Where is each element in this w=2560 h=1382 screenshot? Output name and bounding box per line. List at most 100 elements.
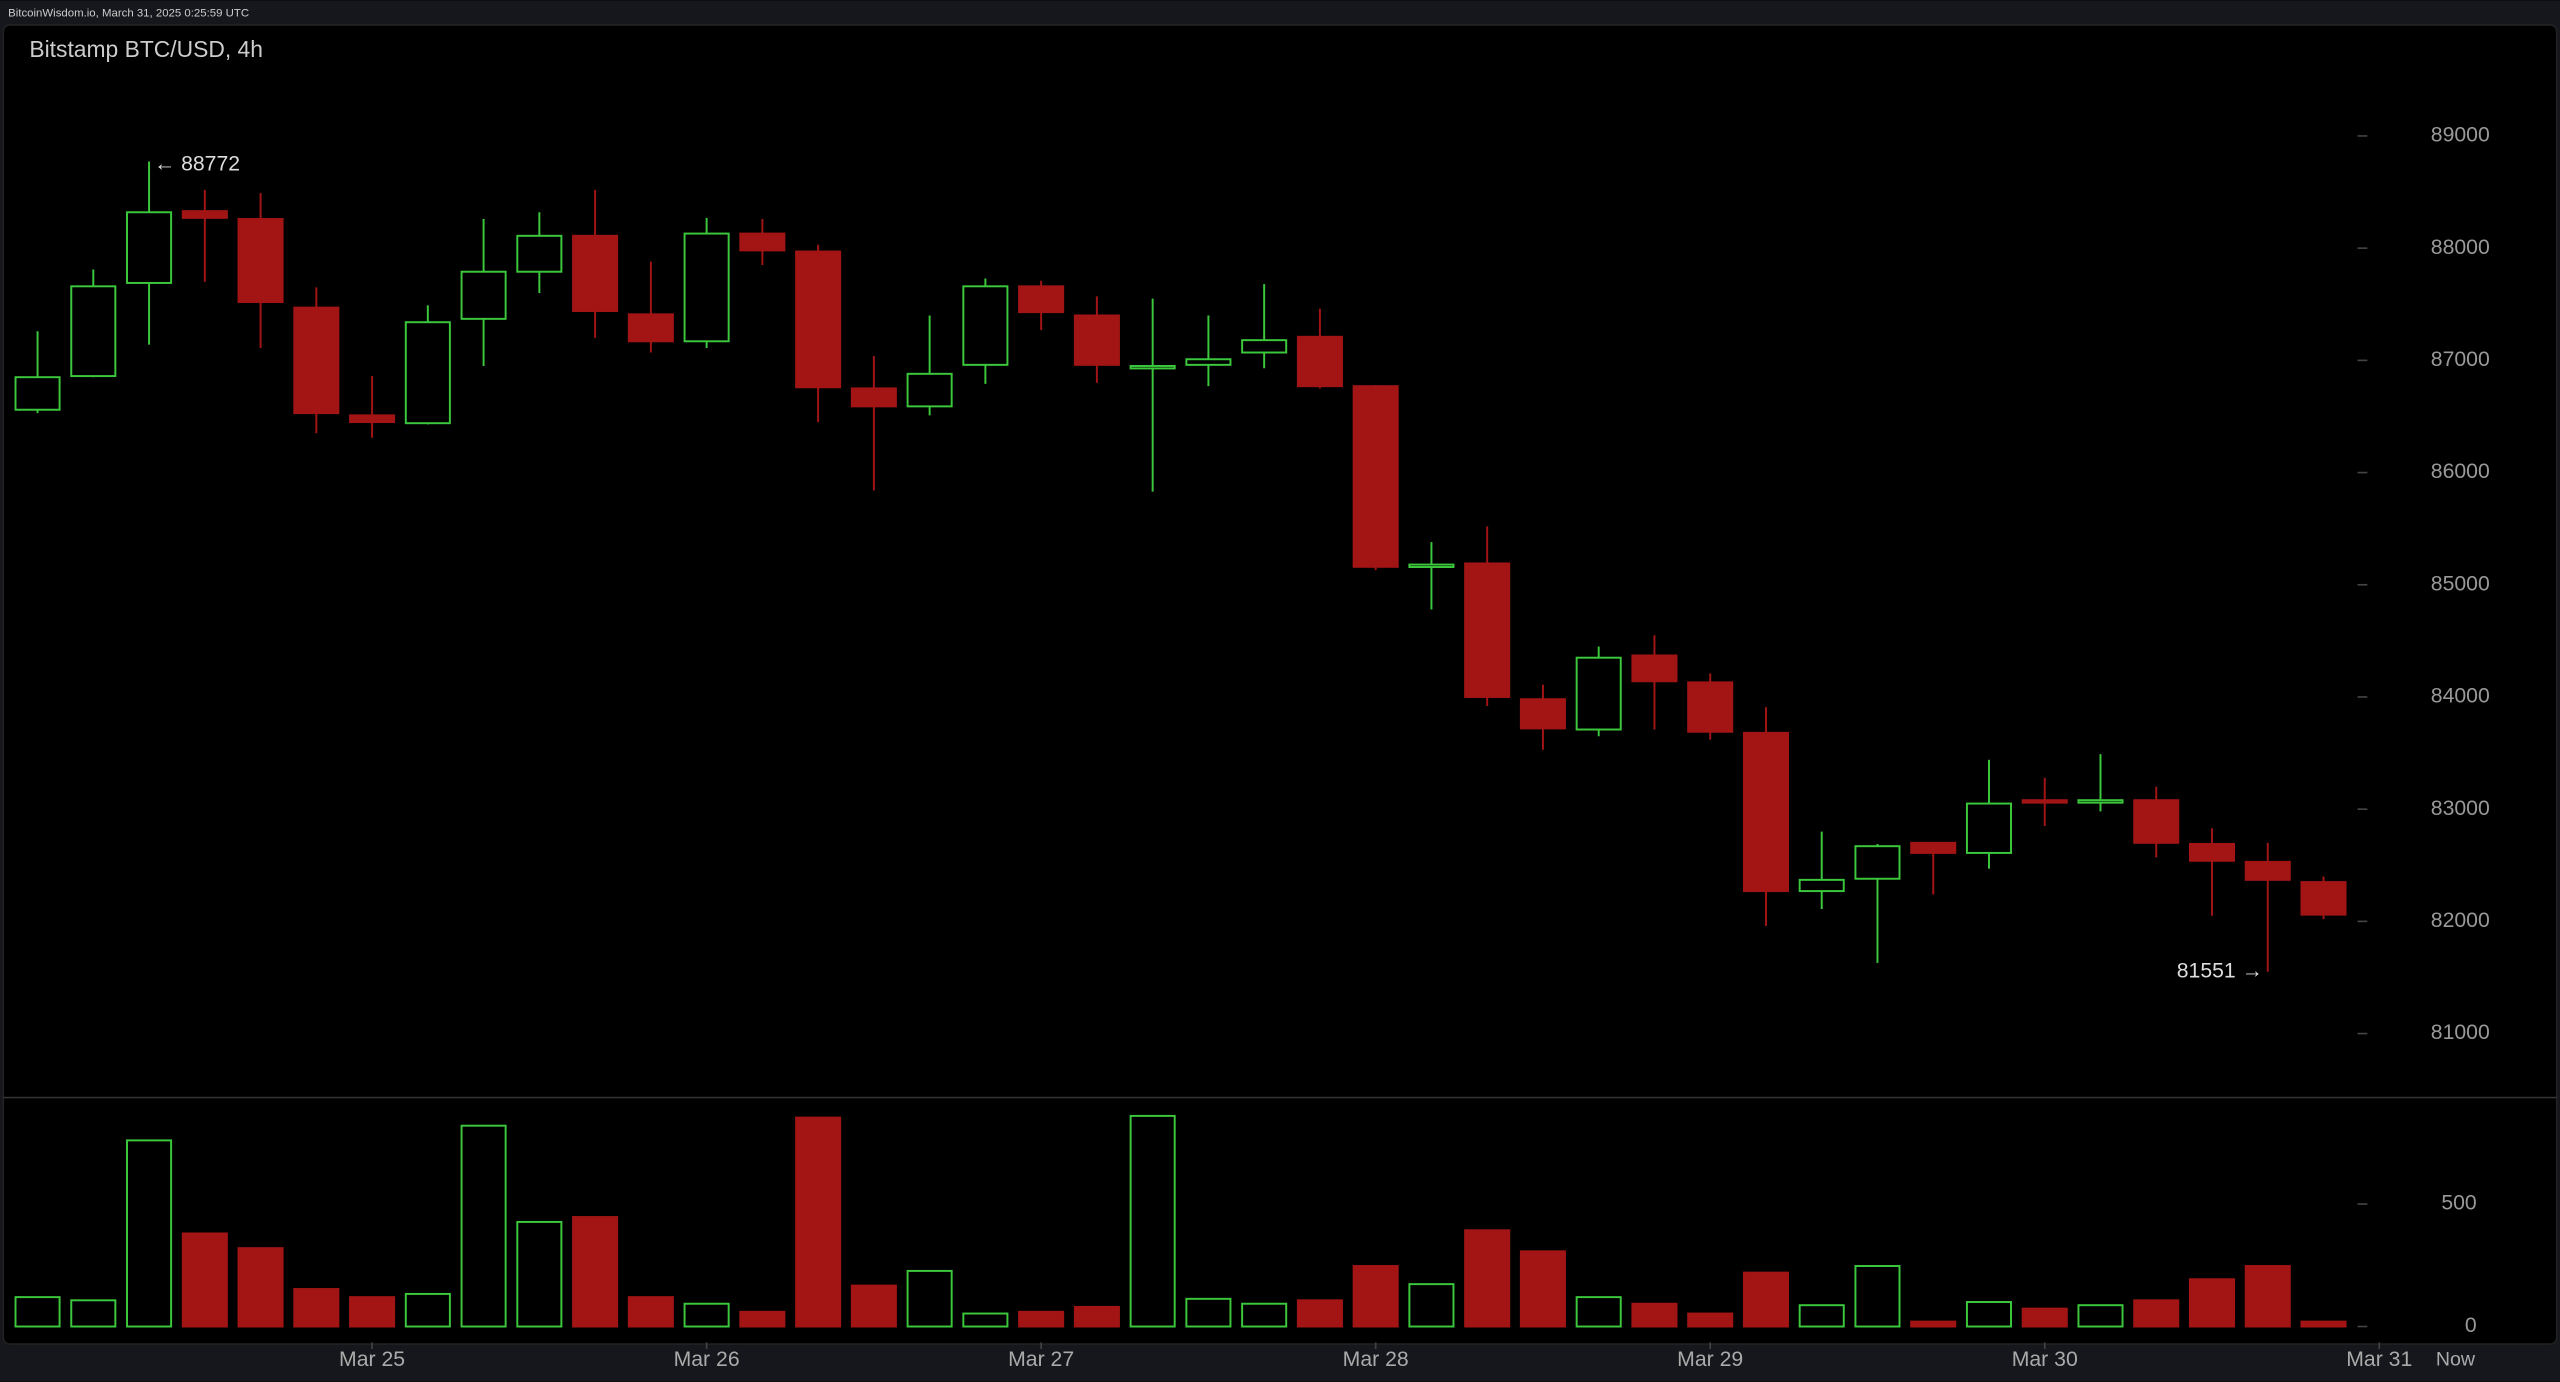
volume-bar bbox=[1129, 1114, 1176, 1328]
candle-body bbox=[1965, 802, 2012, 854]
volume-bar bbox=[1241, 1302, 1288, 1328]
candle-body bbox=[2188, 842, 2236, 862]
x-tick-label: Mar 27 bbox=[1008, 1348, 1074, 1371]
x-tick-label: Mar 26 bbox=[674, 1348, 740, 1371]
volume-bar bbox=[2077, 1304, 2124, 1328]
volume-bar bbox=[962, 1312, 1009, 1328]
candle-body bbox=[795, 250, 842, 389]
volume-bar bbox=[795, 1116, 842, 1328]
candle-body bbox=[1798, 878, 1845, 893]
candle-body bbox=[1575, 656, 1622, 731]
candle-body bbox=[1519, 698, 1566, 730]
volume-bar bbox=[1854, 1265, 1901, 1328]
candle-body bbox=[237, 218, 284, 303]
chart-panel bbox=[2, 24, 2558, 1345]
volume-bar bbox=[14, 1296, 61, 1328]
candle-body bbox=[2021, 799, 2068, 804]
volume-bar bbox=[1352, 1265, 1399, 1328]
volume-bar bbox=[1018, 1310, 1065, 1328]
y-tick-label: 87000 bbox=[2431, 348, 2490, 371]
candle-body bbox=[2133, 799, 2180, 844]
candle-body bbox=[516, 234, 563, 273]
x-tick-label: Mar 30 bbox=[2012, 1348, 2078, 1371]
candle-body bbox=[1464, 562, 1511, 698]
candle-body bbox=[70, 285, 117, 378]
volume-bar bbox=[2188, 1278, 2236, 1328]
chart-title: Bitstamp BTC/USD, 4h bbox=[29, 36, 263, 62]
source-label: BitcoinWisdom.io, March 31, 2025 0:25:59… bbox=[8, 7, 249, 19]
y-tick-label: 86000 bbox=[2431, 460, 2490, 483]
volume-bar bbox=[349, 1296, 396, 1328]
volume-bar bbox=[1408, 1283, 1455, 1328]
candle-body bbox=[683, 232, 730, 343]
volume-bar bbox=[1687, 1312, 1734, 1328]
candle-body bbox=[2244, 860, 2291, 881]
volume-bar bbox=[1296, 1299, 1343, 1328]
volume-bar bbox=[293, 1288, 340, 1328]
annotation: 81551 → bbox=[2177, 959, 2263, 982]
candle-body bbox=[14, 376, 61, 411]
candle-body bbox=[1687, 681, 1734, 733]
volume-bar bbox=[1519, 1250, 1566, 1328]
candle-body bbox=[2077, 799, 2124, 804]
volume-bar bbox=[404, 1292, 451, 1328]
candle-body bbox=[1296, 335, 1343, 388]
candle-body bbox=[1408, 563, 1455, 568]
volume-bar bbox=[2021, 1307, 2068, 1328]
candle-body bbox=[1631, 654, 1678, 683]
volume-tick-label: 500 bbox=[2441, 1192, 2476, 1215]
volume-bar bbox=[627, 1296, 674, 1328]
volume-bar bbox=[516, 1220, 563, 1328]
y-tick-label: 89000 bbox=[2431, 124, 2490, 147]
x-tick-label: Mar 31 bbox=[2346, 1348, 2412, 1371]
y-tick-label: 88000 bbox=[2431, 236, 2490, 259]
candle-body bbox=[293, 306, 340, 415]
volume-bar bbox=[2133, 1299, 2180, 1328]
volume-bar bbox=[739, 1310, 786, 1328]
volume-bar bbox=[181, 1232, 228, 1328]
volume-bar bbox=[1910, 1320, 1957, 1328]
volume-bar bbox=[1464, 1229, 1511, 1328]
volume-bar bbox=[1742, 1271, 1789, 1328]
volume-bar bbox=[1073, 1305, 1120, 1328]
volume-bar bbox=[572, 1216, 619, 1328]
candle-body bbox=[627, 313, 674, 343]
candle-body bbox=[404, 321, 451, 425]
candle-body bbox=[906, 372, 953, 408]
y-tick-label: 84000 bbox=[2431, 685, 2490, 708]
candle-body bbox=[1185, 358, 1232, 366]
volume-bar bbox=[460, 1124, 507, 1328]
volume-bar bbox=[906, 1269, 953, 1328]
candle-body bbox=[739, 232, 786, 252]
volume-bar bbox=[2300, 1320, 2347, 1328]
candle-body bbox=[181, 210, 228, 219]
volume-bar bbox=[2244, 1265, 2291, 1328]
volume-bar bbox=[1575, 1296, 1622, 1328]
candle-body bbox=[1742, 731, 1789, 893]
volume-tick-label: 0 bbox=[2465, 1314, 2477, 1337]
volume-bar bbox=[237, 1247, 284, 1328]
x-tick-label: Mar 29 bbox=[1677, 1348, 1743, 1371]
candle-body bbox=[1129, 364, 1176, 370]
candle-body bbox=[349, 414, 396, 424]
candle-body bbox=[460, 270, 507, 320]
candle-body bbox=[1854, 845, 1901, 880]
now-label: Now bbox=[2436, 1349, 2476, 1371]
volume-bar bbox=[1185, 1297, 1232, 1328]
volume-bar bbox=[70, 1299, 117, 1328]
candle-body bbox=[572, 234, 619, 312]
volume-bar bbox=[1798, 1304, 1845, 1328]
volume-bar bbox=[683, 1302, 730, 1328]
volume-bar bbox=[126, 1139, 173, 1328]
candle-body bbox=[850, 387, 897, 408]
volume-bar bbox=[1965, 1301, 2012, 1328]
volume-bar bbox=[850, 1284, 897, 1328]
candle-body bbox=[1352, 385, 1399, 568]
candle-body bbox=[126, 211, 173, 284]
x-tick-label: Mar 25 bbox=[339, 1348, 405, 1371]
candle-body bbox=[1073, 314, 1120, 366]
candle-body bbox=[962, 285, 1009, 366]
annotation: ← 88772 bbox=[154, 152, 240, 175]
candle-body bbox=[1241, 339, 1288, 354]
